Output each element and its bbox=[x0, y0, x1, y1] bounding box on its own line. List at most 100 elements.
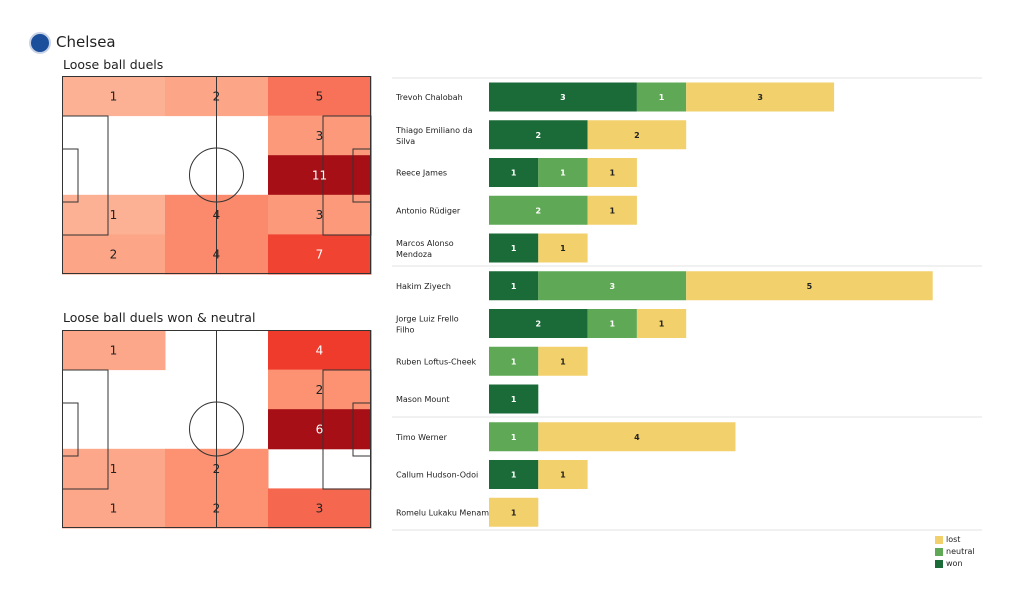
bar-label-lost: 1 bbox=[560, 357, 566, 366]
player-name: Ruben Loftus-Cheek bbox=[396, 357, 477, 366]
bar-segment-won bbox=[489, 384, 539, 414]
center-circle bbox=[189, 401, 244, 457]
player-name: Jorge Luiz Frello Filho bbox=[395, 315, 459, 335]
heatmap-cell bbox=[268, 330, 372, 371]
heatmap-cell bbox=[268, 409, 372, 450]
center-circle bbox=[189, 147, 244, 203]
bar-label-lost: 1 bbox=[511, 508, 517, 517]
heatmap-value: 2 bbox=[213, 502, 221, 516]
bar-segment-lost bbox=[489, 497, 539, 527]
team-name: Chelsea bbox=[56, 33, 116, 51]
bar-segment-won bbox=[489, 233, 539, 263]
bar-label-won: 1 bbox=[511, 471, 517, 480]
legend-swatch-won bbox=[935, 560, 943, 568]
bar-label-won: 3 bbox=[560, 93, 566, 102]
player-name: Trevoh Chalobah bbox=[395, 93, 463, 102]
bar-segment-lost bbox=[538, 460, 588, 489]
bar-segment-neutral bbox=[489, 422, 539, 452]
bar-label-neutral: 1 bbox=[511, 357, 517, 366]
bar-label-won: 2 bbox=[536, 320, 542, 329]
legend-label-won: won bbox=[946, 559, 963, 568]
right-goal-area bbox=[352, 148, 372, 203]
heatmap-value: 2 bbox=[110, 248, 118, 262]
bar-label-won: 1 bbox=[511, 169, 517, 178]
heatmap-value: 11 bbox=[312, 169, 327, 183]
bar-segment-neutral bbox=[587, 309, 637, 338]
left-goal-area bbox=[62, 148, 79, 203]
heatmap-cell bbox=[62, 330, 166, 371]
bar-segment-neutral bbox=[538, 271, 687, 301]
heatmap-cell bbox=[268, 76, 372, 117]
bar-segment-neutral bbox=[489, 346, 539, 376]
bar-segment-lost bbox=[587, 158, 637, 187]
player-name: Timo Werner bbox=[395, 433, 448, 442]
heatmap-value: 3 bbox=[316, 129, 324, 143]
heatmap-value: 6 bbox=[316, 423, 324, 437]
bar-segment-neutral bbox=[489, 195, 588, 225]
bar-label-lost: 3 bbox=[757, 93, 763, 102]
heatmap-cell bbox=[62, 76, 166, 117]
bar-segment-neutral bbox=[538, 158, 588, 187]
bar-segment-won bbox=[489, 158, 539, 187]
bar-segment-lost bbox=[538, 422, 736, 452]
heatmap-value: 1 bbox=[110, 208, 118, 222]
heatmap-value: 7 bbox=[316, 248, 324, 262]
player-name: Antonio Rüdiger bbox=[396, 206, 461, 215]
bar-label-lost: 4 bbox=[634, 433, 640, 442]
bar-label-lost: 5 bbox=[807, 282, 813, 291]
heatmap-title-duels: Loose ball duels bbox=[63, 57, 164, 72]
bar-label-neutral: 2 bbox=[536, 206, 542, 215]
heatmap-value: 4 bbox=[213, 248, 221, 262]
heatmap-cell bbox=[62, 234, 166, 275]
player-name: Callum Hudson-Odoi bbox=[396, 471, 478, 480]
heatmap-value: 1 bbox=[110, 502, 118, 516]
chelsea-crest-logo bbox=[29, 32, 51, 54]
heatmap-cell bbox=[268, 234, 372, 275]
bar-segment-lost bbox=[686, 271, 933, 301]
legend-swatch-neutral bbox=[935, 548, 943, 556]
heatmap-cell bbox=[268, 155, 372, 196]
heatmap-pitch-won-neutral: 1 4 2 6 1 2 1 2 3 bbox=[62, 330, 372, 529]
left-goal-area bbox=[62, 402, 79, 457]
bar-label-neutral: 1 bbox=[560, 169, 566, 178]
heatmap-value: 5 bbox=[316, 89, 324, 103]
left-penalty-box bbox=[62, 115, 109, 236]
right-goal-area bbox=[352, 402, 372, 457]
bar-label-lost: 1 bbox=[609, 206, 615, 215]
legend-swatch-lost bbox=[935, 536, 943, 544]
bar-segment-won bbox=[489, 82, 637, 112]
bar-segment-lost bbox=[538, 346, 588, 376]
bar-segment-neutral bbox=[636, 82, 687, 112]
heatmap-value: 4 bbox=[316, 343, 324, 357]
bar-label-neutral: 1 bbox=[659, 93, 665, 102]
bar-label-neutral: 1 bbox=[511, 433, 517, 442]
bar-label-neutral: 1 bbox=[609, 320, 615, 329]
bar-label-lost: 2 bbox=[634, 131, 640, 140]
legend-label-lost: lost bbox=[946, 535, 961, 544]
bar-segment-lost bbox=[636, 309, 687, 338]
legend-label-neutral: neutral bbox=[946, 547, 975, 556]
player-name: Reece James bbox=[396, 169, 447, 178]
bar-segment-won bbox=[489, 460, 539, 489]
bar-label-lost: 1 bbox=[560, 244, 566, 253]
heatmap-value: 2 bbox=[213, 462, 221, 476]
heatmap-value: 1 bbox=[110, 462, 118, 476]
bar-segment-lost bbox=[538, 233, 588, 263]
bar-label-neutral: 3 bbox=[609, 282, 615, 291]
bar-label-won: 2 bbox=[536, 131, 542, 140]
heatmap-cell bbox=[62, 194, 166, 235]
heatmap-value: 1 bbox=[110, 343, 118, 357]
player-duels-bar-chart: Trevoh Chalobah 3 1 3 Thiago Emiliano da Silv… bbox=[392, 77, 982, 531]
heatmap-value: 2 bbox=[316, 383, 324, 397]
bar-segment-lost bbox=[587, 195, 637, 225]
player-name: Thiago Emiliano da Silva bbox=[395, 126, 473, 146]
bar-label-lost: 1 bbox=[560, 471, 566, 480]
bar-label-won: 1 bbox=[511, 395, 517, 404]
player-name: Romelu Lukaku Menama bbox=[396, 508, 494, 517]
heatmap-value: 1 bbox=[110, 89, 118, 103]
heatmap-value: 3 bbox=[316, 502, 324, 516]
bar-label-won: 1 bbox=[511, 244, 517, 253]
heatmap-cell bbox=[268, 488, 372, 529]
heatmap-cell bbox=[268, 194, 372, 235]
